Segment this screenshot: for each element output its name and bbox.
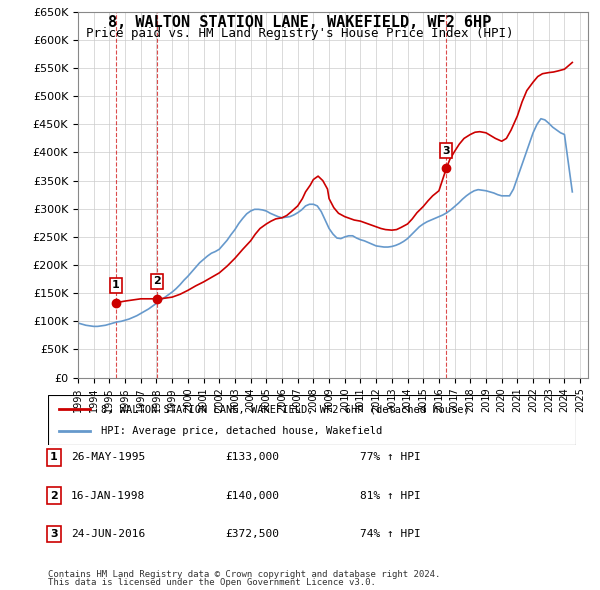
Text: £133,000: £133,000: [225, 453, 279, 462]
Text: 3: 3: [443, 146, 450, 156]
Text: 3: 3: [50, 529, 58, 539]
Text: 81% ↑ HPI: 81% ↑ HPI: [359, 491, 421, 500]
Text: 8, WALTON STATION LANE, WAKEFIELD, WF2 6HP (detached house): 8, WALTON STATION LANE, WAKEFIELD, WF2 6…: [101, 404, 470, 414]
Text: 74% ↑ HPI: 74% ↑ HPI: [359, 529, 421, 539]
Text: 2: 2: [50, 491, 58, 500]
Text: This data is licensed under the Open Government Licence v3.0.: This data is licensed under the Open Gov…: [48, 578, 376, 587]
Text: 2: 2: [154, 277, 161, 286]
Text: 77% ↑ HPI: 77% ↑ HPI: [359, 453, 421, 462]
Text: 8, WALTON STATION LANE, WAKEFIELD, WF2 6HP: 8, WALTON STATION LANE, WAKEFIELD, WF2 6…: [109, 15, 491, 30]
Text: 26-MAY-1995: 26-MAY-1995: [71, 453, 145, 462]
Text: Price paid vs. HM Land Registry's House Price Index (HPI): Price paid vs. HM Land Registry's House …: [86, 27, 514, 40]
Text: 1: 1: [50, 453, 58, 462]
Text: 24-JUN-2016: 24-JUN-2016: [71, 529, 145, 539]
Text: £372,500: £372,500: [225, 529, 279, 539]
Text: HPI: Average price, detached house, Wakefield: HPI: Average price, detached house, Wake…: [101, 427, 382, 437]
Text: £140,000: £140,000: [225, 491, 279, 500]
Text: Contains HM Land Registry data © Crown copyright and database right 2024.: Contains HM Land Registry data © Crown c…: [48, 571, 440, 579]
Text: 1: 1: [112, 280, 119, 290]
Text: 16-JAN-1998: 16-JAN-1998: [71, 491, 145, 500]
